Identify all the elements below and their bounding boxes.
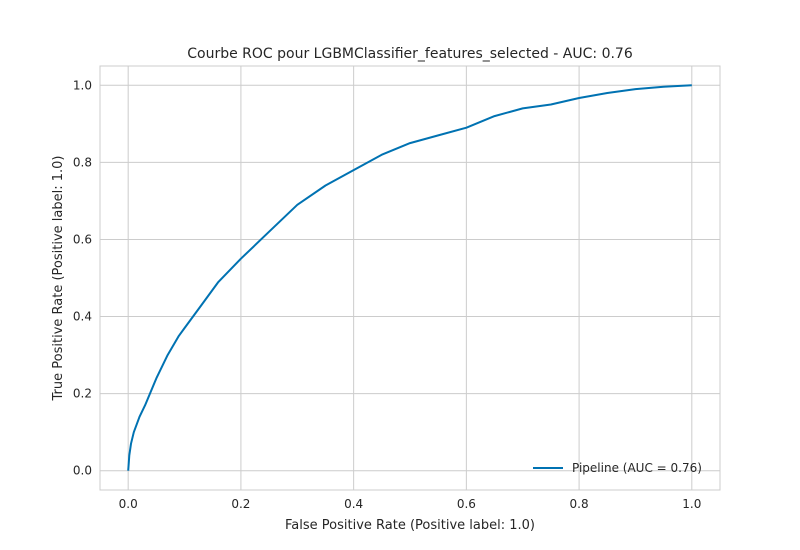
y-tick-label: 0.4	[73, 310, 92, 324]
x-tick-label: 0.2	[231, 497, 250, 511]
y-tick-label: 0.6	[73, 232, 92, 246]
y-axis-label: True Positive Rate (Positive label: 1.0)	[51, 156, 66, 402]
plot-area	[99, 65, 721, 491]
x-axis-label: False Positive Rate (Positive label: 1.0…	[285, 518, 535, 533]
y-tick-label: 1.0	[73, 78, 92, 92]
y-tick-label: 0.8	[73, 155, 92, 169]
y-tick-label: 0.0	[73, 464, 92, 478]
y-tick-label: 0.2	[73, 387, 92, 401]
x-tick-label: 1.0	[682, 497, 701, 511]
x-tick-label: 0.8	[570, 497, 589, 511]
x-tick-label: 0.0	[119, 497, 138, 511]
x-tick-label: 0.4	[344, 497, 363, 511]
chart-title: Courbe ROC pour LGBMClassifier_features_…	[187, 46, 633, 62]
y-ticks: 0.0 0.2 0.4 0.6 0.8 1.0	[73, 78, 92, 477]
grid	[100, 66, 720, 490]
series-layer	[127, 84, 692, 471]
legend-label: Pipeline (AUC = 0.76)	[572, 461, 702, 475]
legend: Pipeline (AUC = 0.76)	[533, 461, 702, 475]
roc-curve-line	[127, 84, 692, 471]
x-ticks: 0.0 0.2 0.4 0.6 0.8 1.0	[119, 497, 702, 511]
x-tick-label: 0.6	[457, 497, 476, 511]
